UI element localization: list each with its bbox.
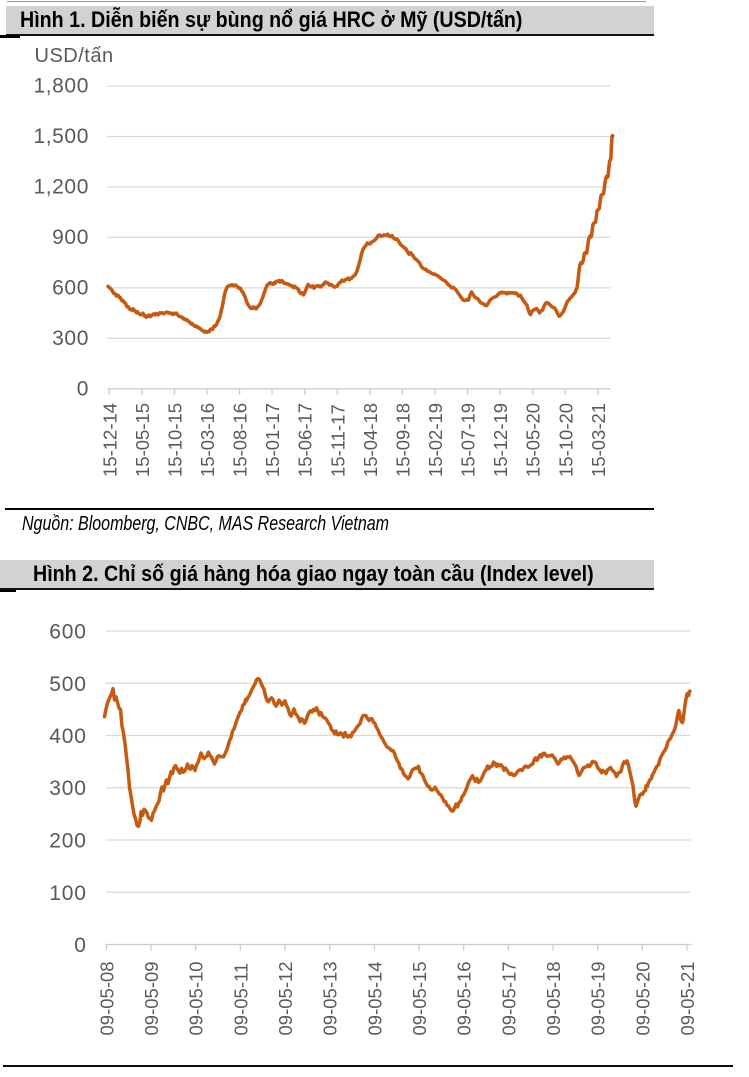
svg-text:400: 400 [49, 725, 86, 748]
svg-text:15-10-20: 15-10-20 [555, 403, 576, 477]
svg-text:15-04-18: 15-04-18 [360, 403, 381, 477]
svg-text:15-03-21: 15-03-21 [588, 403, 609, 477]
svg-text:15-03-16: 15-03-16 [197, 403, 218, 477]
svg-text:0: 0 [77, 377, 89, 400]
svg-text:0: 0 [74, 934, 86, 957]
svg-text:200: 200 [49, 830, 86, 853]
svg-text:15-06-17: 15-06-17 [295, 403, 316, 477]
svg-text:09-05-15: 09-05-15 [409, 961, 430, 1035]
svg-text:09-05-16: 09-05-16 [454, 961, 475, 1035]
svg-text:15-11-17: 15-11-17 [327, 404, 348, 477]
svg-text:09-05-14: 09-05-14 [364, 961, 385, 1035]
svg-text:1,200: 1,200 [33, 175, 89, 198]
svg-text:USD/tấn: USD/tấn [35, 45, 114, 67]
svg-text:15-12-19: 15-12-19 [490, 403, 511, 477]
svg-text:15-07-19: 15-07-19 [458, 403, 479, 477]
svg-text:09-05-11: 09-05-11 [230, 963, 251, 1036]
svg-text:15-05-15: 15-05-15 [132, 403, 153, 477]
svg-text:900: 900 [52, 226, 89, 249]
svg-text:09-05-12: 09-05-12 [275, 961, 296, 1035]
svg-text:15-12-14: 15-12-14 [99, 403, 120, 477]
svg-text:09-05-20: 09-05-20 [632, 961, 653, 1035]
svg-text:600: 600 [49, 621, 86, 644]
svg-text:300: 300 [52, 327, 89, 350]
svg-text:09-05-17: 09-05-17 [498, 961, 519, 1035]
svg-text:09-05-19: 09-05-19 [588, 961, 609, 1035]
svg-text:09-05-18: 09-05-18 [543, 961, 564, 1035]
svg-text:500: 500 [49, 673, 86, 696]
svg-text:09-05-21: 09-05-21 [677, 961, 698, 1035]
svg-text:15-08-16: 15-08-16 [230, 403, 251, 477]
svg-text:15-10-15: 15-10-15 [164, 403, 185, 477]
svg-text:300: 300 [49, 777, 86, 800]
svg-text:09-05-13: 09-05-13 [320, 961, 341, 1035]
svg-text:15-05-20: 15-05-20 [523, 403, 544, 477]
svg-text:15-09-18: 15-09-18 [392, 403, 413, 477]
svg-text:100: 100 [49, 882, 86, 905]
svg-text:15-02-19: 15-02-19 [425, 403, 446, 477]
svg-text:09-05-08: 09-05-08 [96, 961, 117, 1035]
svg-text:09-05-09: 09-05-09 [141, 961, 162, 1035]
svg-text:600: 600 [52, 276, 89, 299]
svg-text:15-01-17: 15-01-17 [262, 403, 283, 477]
svg-text:1,800: 1,800 [33, 75, 89, 98]
svg-text:1,500: 1,500 [33, 125, 89, 148]
svg-text:09-05-10: 09-05-10 [186, 961, 207, 1035]
